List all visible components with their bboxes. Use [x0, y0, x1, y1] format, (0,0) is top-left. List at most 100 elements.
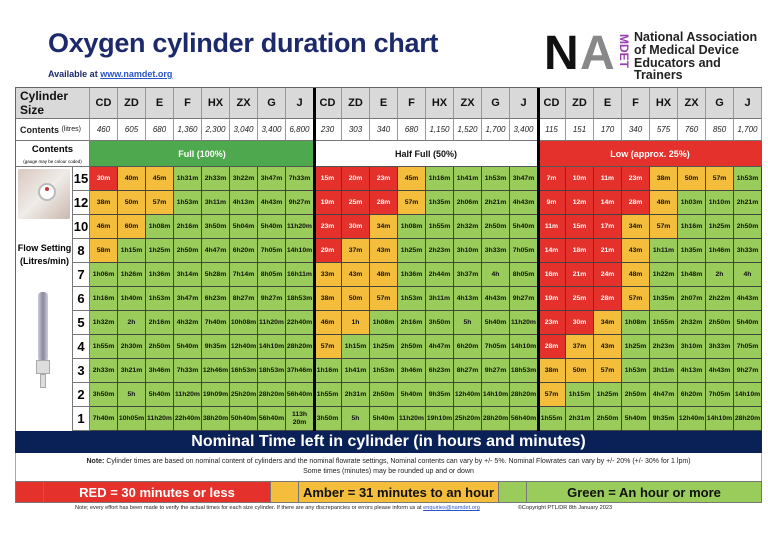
contents-value: 3,400 — [258, 119, 286, 141]
time-cell: 4h32m — [174, 311, 202, 335]
time-cell: 19m — [538, 287, 566, 311]
time-cell: 1h25m — [706, 215, 734, 239]
time-cell: 5h — [454, 311, 482, 335]
size-header-cd: CD — [90, 88, 118, 119]
time-cell: 34m — [594, 311, 622, 335]
time-cell: 6h20m — [678, 383, 706, 407]
time-cell: 11h20m — [398, 407, 426, 431]
time-cell: 6h23m — [426, 359, 454, 383]
size-header-g: G — [482, 88, 510, 119]
size-header-j: J — [510, 88, 538, 119]
time-cell: 12h40m — [678, 407, 706, 431]
time-cell: 7h14m — [230, 263, 258, 287]
time-cell: 2h16m — [398, 311, 426, 335]
time-cell: 22h40m — [286, 311, 314, 335]
time-cell: 3h37m — [454, 263, 482, 287]
availability-line: Available at www.namdet.org — [48, 69, 172, 79]
time-cell: 14h10m — [510, 335, 538, 359]
contents-value: 1,360 — [174, 119, 202, 141]
time-cell: 2h32m — [454, 215, 482, 239]
time-cell: 1h10m — [706, 191, 734, 215]
time-cell: 2h50m — [622, 383, 650, 407]
time-cell: 2h50m — [482, 215, 510, 239]
time-cell: 1h08m — [370, 311, 398, 335]
time-cell: 4h43m — [510, 191, 538, 215]
time-cell: 7h05m — [482, 335, 510, 359]
time-cell: 1h53m — [734, 167, 762, 191]
namdet-link[interactable]: www.namdet.org — [100, 69, 173, 79]
contents-value: 1,700 — [482, 119, 510, 141]
time-cell: 1h55m — [90, 335, 118, 359]
amber-swatch — [271, 482, 299, 502]
size-header-zd: ZD — [118, 88, 146, 119]
flow-rate-12: 12 — [73, 191, 90, 215]
size-header-zx: ZX — [454, 88, 482, 119]
time-cell: 14h10m — [706, 407, 734, 431]
size-header-hx: HX — [650, 88, 678, 119]
email-link[interactable]: enquiries@namdet.org — [423, 505, 480, 511]
left-illustration-column: Flow Setting (Litres/min) — [16, 167, 73, 432]
time-cell: 3h47m — [258, 167, 286, 191]
time-cell: 10h08m — [230, 311, 258, 335]
contents-value: 340 — [370, 119, 398, 141]
time-cell: 3h47m — [510, 167, 538, 191]
time-cell: 46m — [90, 215, 118, 239]
time-cell: 2h50m — [174, 239, 202, 263]
time-cell: 8h27m — [454, 359, 482, 383]
time-cell: 7h40m — [90, 407, 118, 431]
time-cell: 43m — [594, 335, 622, 359]
contents-value: 6,800 — [286, 119, 314, 141]
time-cell: 10m — [566, 167, 594, 191]
time-cell: 1h25m — [398, 239, 426, 263]
copyright: ©Copyright PTL/DR 8th January 2023 — [517, 505, 613, 511]
time-cell: 2h21m — [734, 191, 762, 215]
time-cell: 1h06m — [90, 263, 118, 287]
time-cell: 14h10m — [258, 335, 286, 359]
legend-amber: Amber = 31 minutes to an hour — [299, 482, 499, 502]
time-cell: 43m — [370, 239, 398, 263]
gauge-photo-icon — [18, 169, 70, 219]
time-cell: 60m — [118, 215, 146, 239]
color-legend: RED = 30 minutes or less Amber = 31 minu… — [15, 481, 762, 503]
time-cell: 1h16m — [90, 287, 118, 311]
time-cell: 3h11m — [202, 191, 230, 215]
flow-rate-4: 4 — [73, 335, 90, 359]
contents-value: 1,150 — [426, 119, 454, 141]
time-cell: 113h 20m — [286, 407, 314, 431]
contents-value: 575 — [650, 119, 678, 141]
time-cell: 40m — [118, 167, 146, 191]
contents-value: 151 — [566, 119, 594, 141]
time-cell: 3h50m — [426, 311, 454, 335]
time-cell: 4h47m — [202, 239, 230, 263]
time-cell: 3h33m — [706, 335, 734, 359]
time-cell: 4h43m — [706, 359, 734, 383]
time-cell: 23m — [622, 167, 650, 191]
flow-rate-5: 5 — [73, 311, 90, 335]
flow-setting-label: Flow Setting (Litres/min) — [17, 243, 72, 266]
flow-rate-1: 1 — [73, 407, 90, 431]
time-cell: 19h09m — [202, 383, 230, 407]
time-cell: 1h03m — [678, 191, 706, 215]
time-cell: 7h05m — [258, 239, 286, 263]
time-cell: 28h20m — [510, 383, 538, 407]
time-cell: 1h35m — [650, 287, 678, 311]
time-cell: 8h05m — [510, 263, 538, 287]
time-cell: 29m — [314, 239, 342, 263]
time-cell: 5h40m — [398, 383, 426, 407]
time-cell: 11m — [538, 215, 566, 239]
time-cell: 3h46m — [146, 359, 174, 383]
time-cell: 1h08m — [146, 215, 174, 239]
time-cell: 16h11m — [286, 263, 314, 287]
size-header-cd: CD — [314, 88, 342, 119]
time-cell: 5h40m — [622, 407, 650, 431]
time-cell: 3h33m — [734, 239, 762, 263]
time-cell: 30m — [342, 215, 370, 239]
time-cell: 11h20m — [174, 383, 202, 407]
time-cell: 3h11m — [426, 287, 454, 311]
time-cell: 34m — [370, 215, 398, 239]
cylinder-size-label: Cylinder Size — [16, 88, 90, 119]
section-divider — [313, 88, 316, 432]
time-cell: 1h25m — [146, 239, 174, 263]
time-cell: 1h40m — [118, 287, 146, 311]
time-cell: 1h11m — [650, 239, 678, 263]
